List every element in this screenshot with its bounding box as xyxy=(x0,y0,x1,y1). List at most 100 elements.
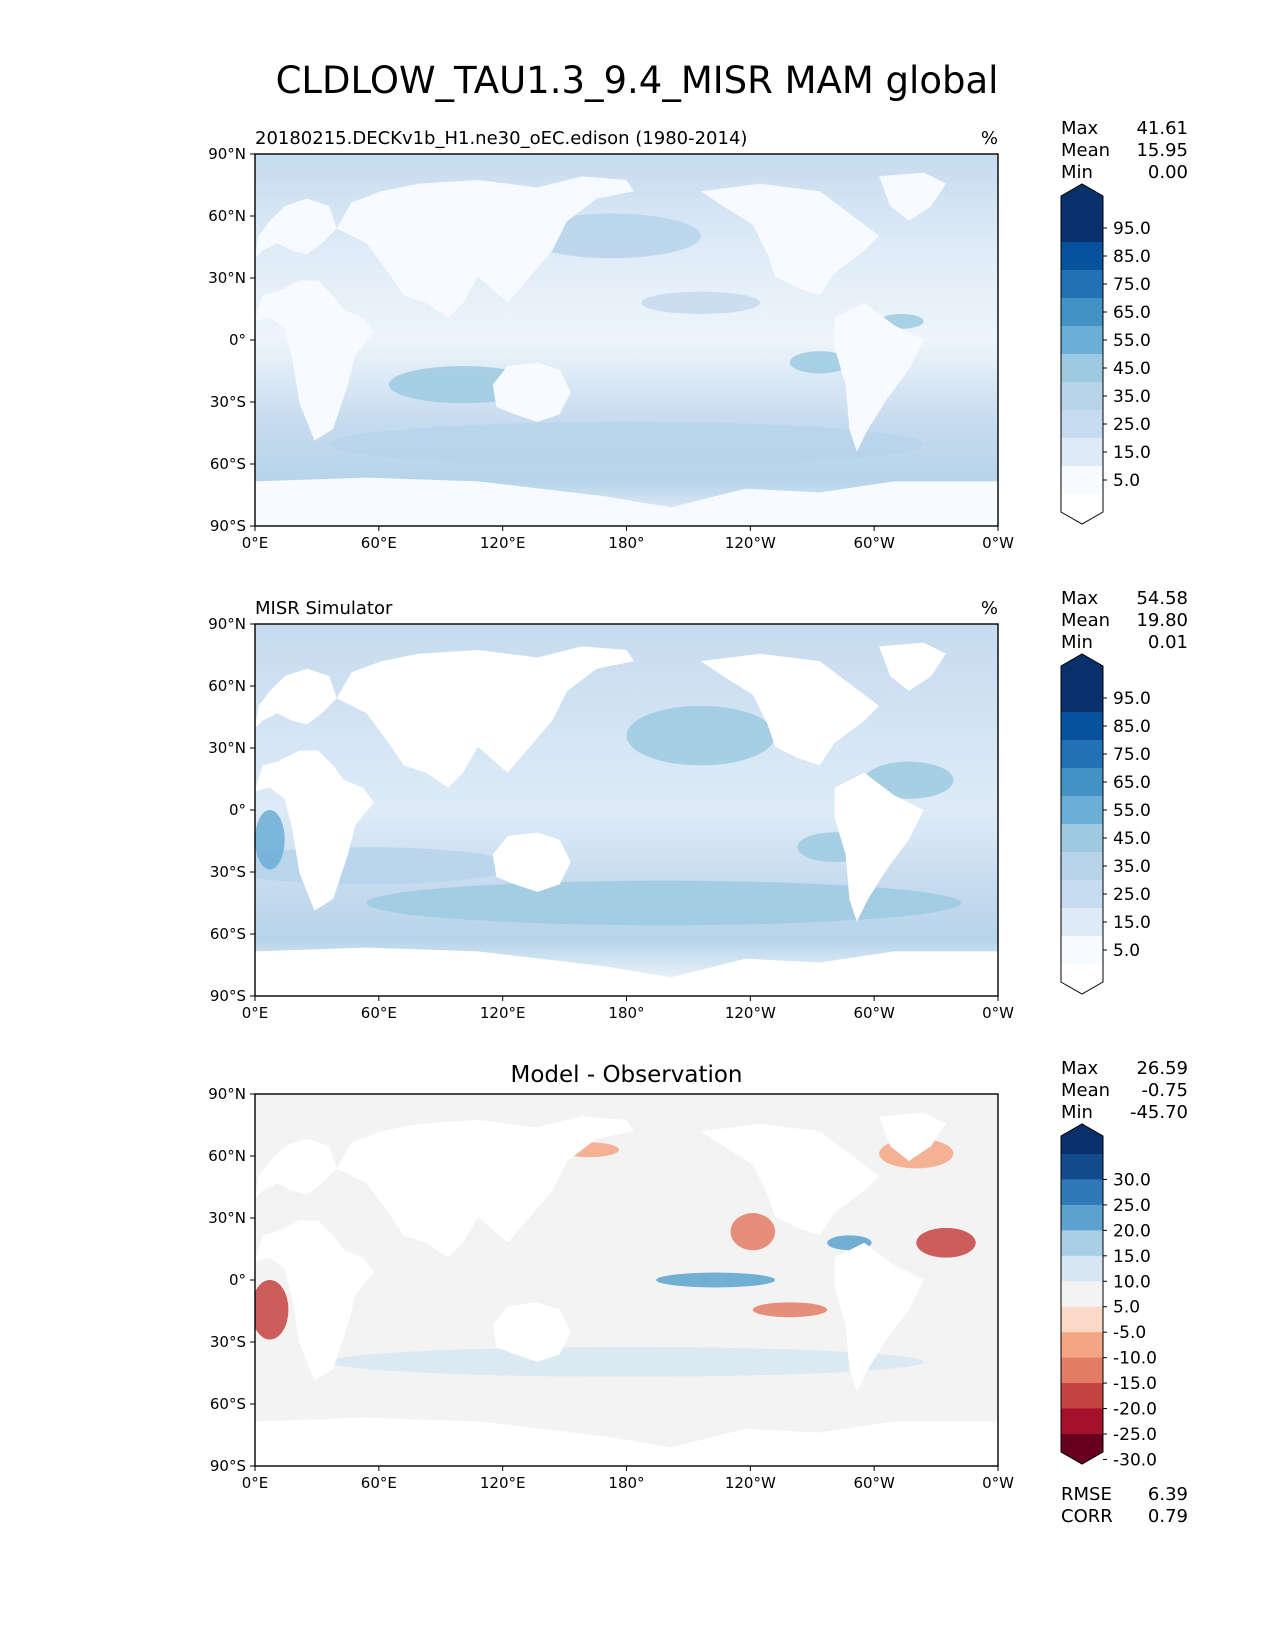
colorbar-outline xyxy=(1060,653,1104,995)
field-feature xyxy=(329,1346,924,1377)
coastline xyxy=(701,184,879,296)
colorbar-segment xyxy=(1061,1255,1103,1282)
colorbar-segment xyxy=(1061,1306,1103,1333)
coastline xyxy=(337,176,634,317)
field-feature xyxy=(656,1272,776,1288)
colorbar-segment xyxy=(1061,1204,1103,1231)
colorbar-segment xyxy=(1061,1332,1103,1359)
lon-tick-label: 120°W xyxy=(725,1474,776,1492)
colorbar-tick-label: 25.0 xyxy=(1113,1196,1151,1216)
stat-label: Mean xyxy=(1061,140,1110,161)
coastline xyxy=(255,280,374,440)
colorbar-tick-label: 85.0 xyxy=(1113,247,1151,267)
colorbar-segment xyxy=(1061,1383,1103,1410)
field-feature xyxy=(255,810,285,870)
map-area xyxy=(254,623,999,997)
stat-value: 19.80 xyxy=(1136,610,1188,631)
lon-tick-label: 180° xyxy=(608,534,644,552)
colorbar-tick-label: 30.0 xyxy=(1113,1170,1151,1190)
colorbar-segment xyxy=(1061,712,1103,741)
lon-tick-label: 180° xyxy=(608,1004,644,1022)
panel-units: % xyxy=(981,128,998,149)
colorbar-segment xyxy=(1061,438,1103,467)
coastline xyxy=(835,1243,924,1392)
colorbar-extend-top xyxy=(1061,654,1103,684)
colorbar-segment xyxy=(1061,908,1103,937)
field-feature xyxy=(366,880,961,926)
lat-tick-label: 30°S xyxy=(210,393,246,411)
field-feature xyxy=(752,1302,828,1318)
stat-value: 26.59 xyxy=(1136,1058,1188,1079)
stat-label: Min xyxy=(1061,162,1093,183)
stat-label: Min xyxy=(1061,1102,1093,1123)
lon-tick-label: 120°E xyxy=(480,1474,526,1492)
panel-1: 20180215.DECKv1b_H1.ne30_oEC.edison (198… xyxy=(208,118,1188,552)
colorbar-segment xyxy=(1061,298,1103,327)
lon-tick-label: 0°W xyxy=(982,1004,1014,1022)
colorbar-tick-label: 15.0 xyxy=(1113,443,1151,463)
panel-3: Model - Observation 0°E 60°E 120°E 180° 120°W… xyxy=(208,1058,1188,1527)
lat-tick-label: 60°N xyxy=(208,677,246,695)
coastline xyxy=(879,1113,946,1161)
lat-tick-label: 30°N xyxy=(208,739,246,757)
colorbar-tick-label: 5.0 xyxy=(1113,1298,1140,1318)
colorbar-tick-label: -25.0 xyxy=(1113,1425,1157,1445)
colorbar-tick-label: 55.0 xyxy=(1113,801,1151,821)
colorbar-tick-label: 65.0 xyxy=(1113,773,1151,793)
colorbar-segment xyxy=(1061,1357,1103,1384)
stat-label: Mean xyxy=(1061,1080,1110,1101)
coastline xyxy=(255,478,998,526)
lat-tick-label: 60°S xyxy=(210,455,246,473)
colorbar-segment xyxy=(1061,242,1103,271)
colorbar-tick-label: 75.0 xyxy=(1113,745,1151,765)
lon-tick-label: 180° xyxy=(608,1474,644,1492)
colorbar-tick-label: 35.0 xyxy=(1113,387,1151,407)
coastline xyxy=(255,948,998,996)
colorbar-outline xyxy=(1060,1123,1104,1465)
colorbar-tick-label: 15.0 xyxy=(1113,1247,1151,1267)
lat-tick-label: 90°N xyxy=(208,145,246,163)
colorbar-segment xyxy=(1061,796,1103,825)
stat-value: 41.61 xyxy=(1136,118,1188,139)
colorbar-segment xyxy=(1061,1281,1103,1308)
stat-label: Min xyxy=(1061,632,1093,653)
colorbar-tick-label: 5.0 xyxy=(1113,471,1140,491)
colorbar-tick-label: 25.0 xyxy=(1113,885,1151,905)
field-feature xyxy=(329,421,924,467)
colorbar-tick-label: -10.0 xyxy=(1113,1349,1157,1369)
coastline xyxy=(701,1124,879,1236)
coastline xyxy=(255,750,374,910)
coastline xyxy=(493,362,571,422)
coastline xyxy=(255,1220,374,1380)
colorbar-segment xyxy=(1061,214,1103,243)
metric-label: RMSE xyxy=(1061,1484,1112,1505)
lon-tick-label: 120°E xyxy=(480,534,526,552)
coastline xyxy=(337,646,634,787)
panel-2: MISR Simulator % 0°E 60°E 120°E 180° 120°W 60°W… xyxy=(208,588,1188,1022)
colorbar-segment xyxy=(1061,768,1103,797)
colorbar-extend-top xyxy=(1061,184,1103,214)
colorbar-tick-label: -30.0 xyxy=(1113,1450,1157,1470)
lat-tick-label: 0° xyxy=(229,331,246,349)
lon-tick-label: 0°E xyxy=(242,1004,269,1022)
colorbar-tick-label: 5.0 xyxy=(1113,941,1140,961)
colorbar: 95.0 85.0 75.0 65.0 55.0 45.0 35.0 25.0 15.0 5.0 xyxy=(1060,183,1151,525)
stat-value: 0.01 xyxy=(1148,632,1188,653)
lon-tick-label: 0°E xyxy=(242,534,269,552)
colorbar: 95.0 85.0 75.0 65.0 55.0 45.0 35.0 25.0 15.0 5.0 xyxy=(1060,653,1151,995)
lat-tick-label: 90°S xyxy=(210,1457,246,1475)
stat-value: 15.95 xyxy=(1136,140,1188,161)
colorbar-segment xyxy=(1061,740,1103,769)
lon-tick-label: 60°W xyxy=(853,1474,895,1492)
colorbar-segment xyxy=(1061,410,1103,439)
colorbar-extend-bottom xyxy=(1061,964,1103,994)
lon-tick-label: 0°E xyxy=(242,1474,269,1492)
colorbar-segment xyxy=(1061,382,1103,411)
colorbar-tick-label: -20.0 xyxy=(1113,1400,1157,1420)
colorbar-extend-bottom xyxy=(1061,494,1103,524)
colorbar-segment xyxy=(1061,852,1103,881)
stat-value: -45.70 xyxy=(1130,1102,1188,1123)
colorbar: 30.0 25.0 20.0 15.0 10.0 5.0 -5.0 -10.0 -15.0 -20… xyxy=(1060,1123,1157,1470)
colorbar-tick-label: 10.0 xyxy=(1113,1272,1151,1292)
